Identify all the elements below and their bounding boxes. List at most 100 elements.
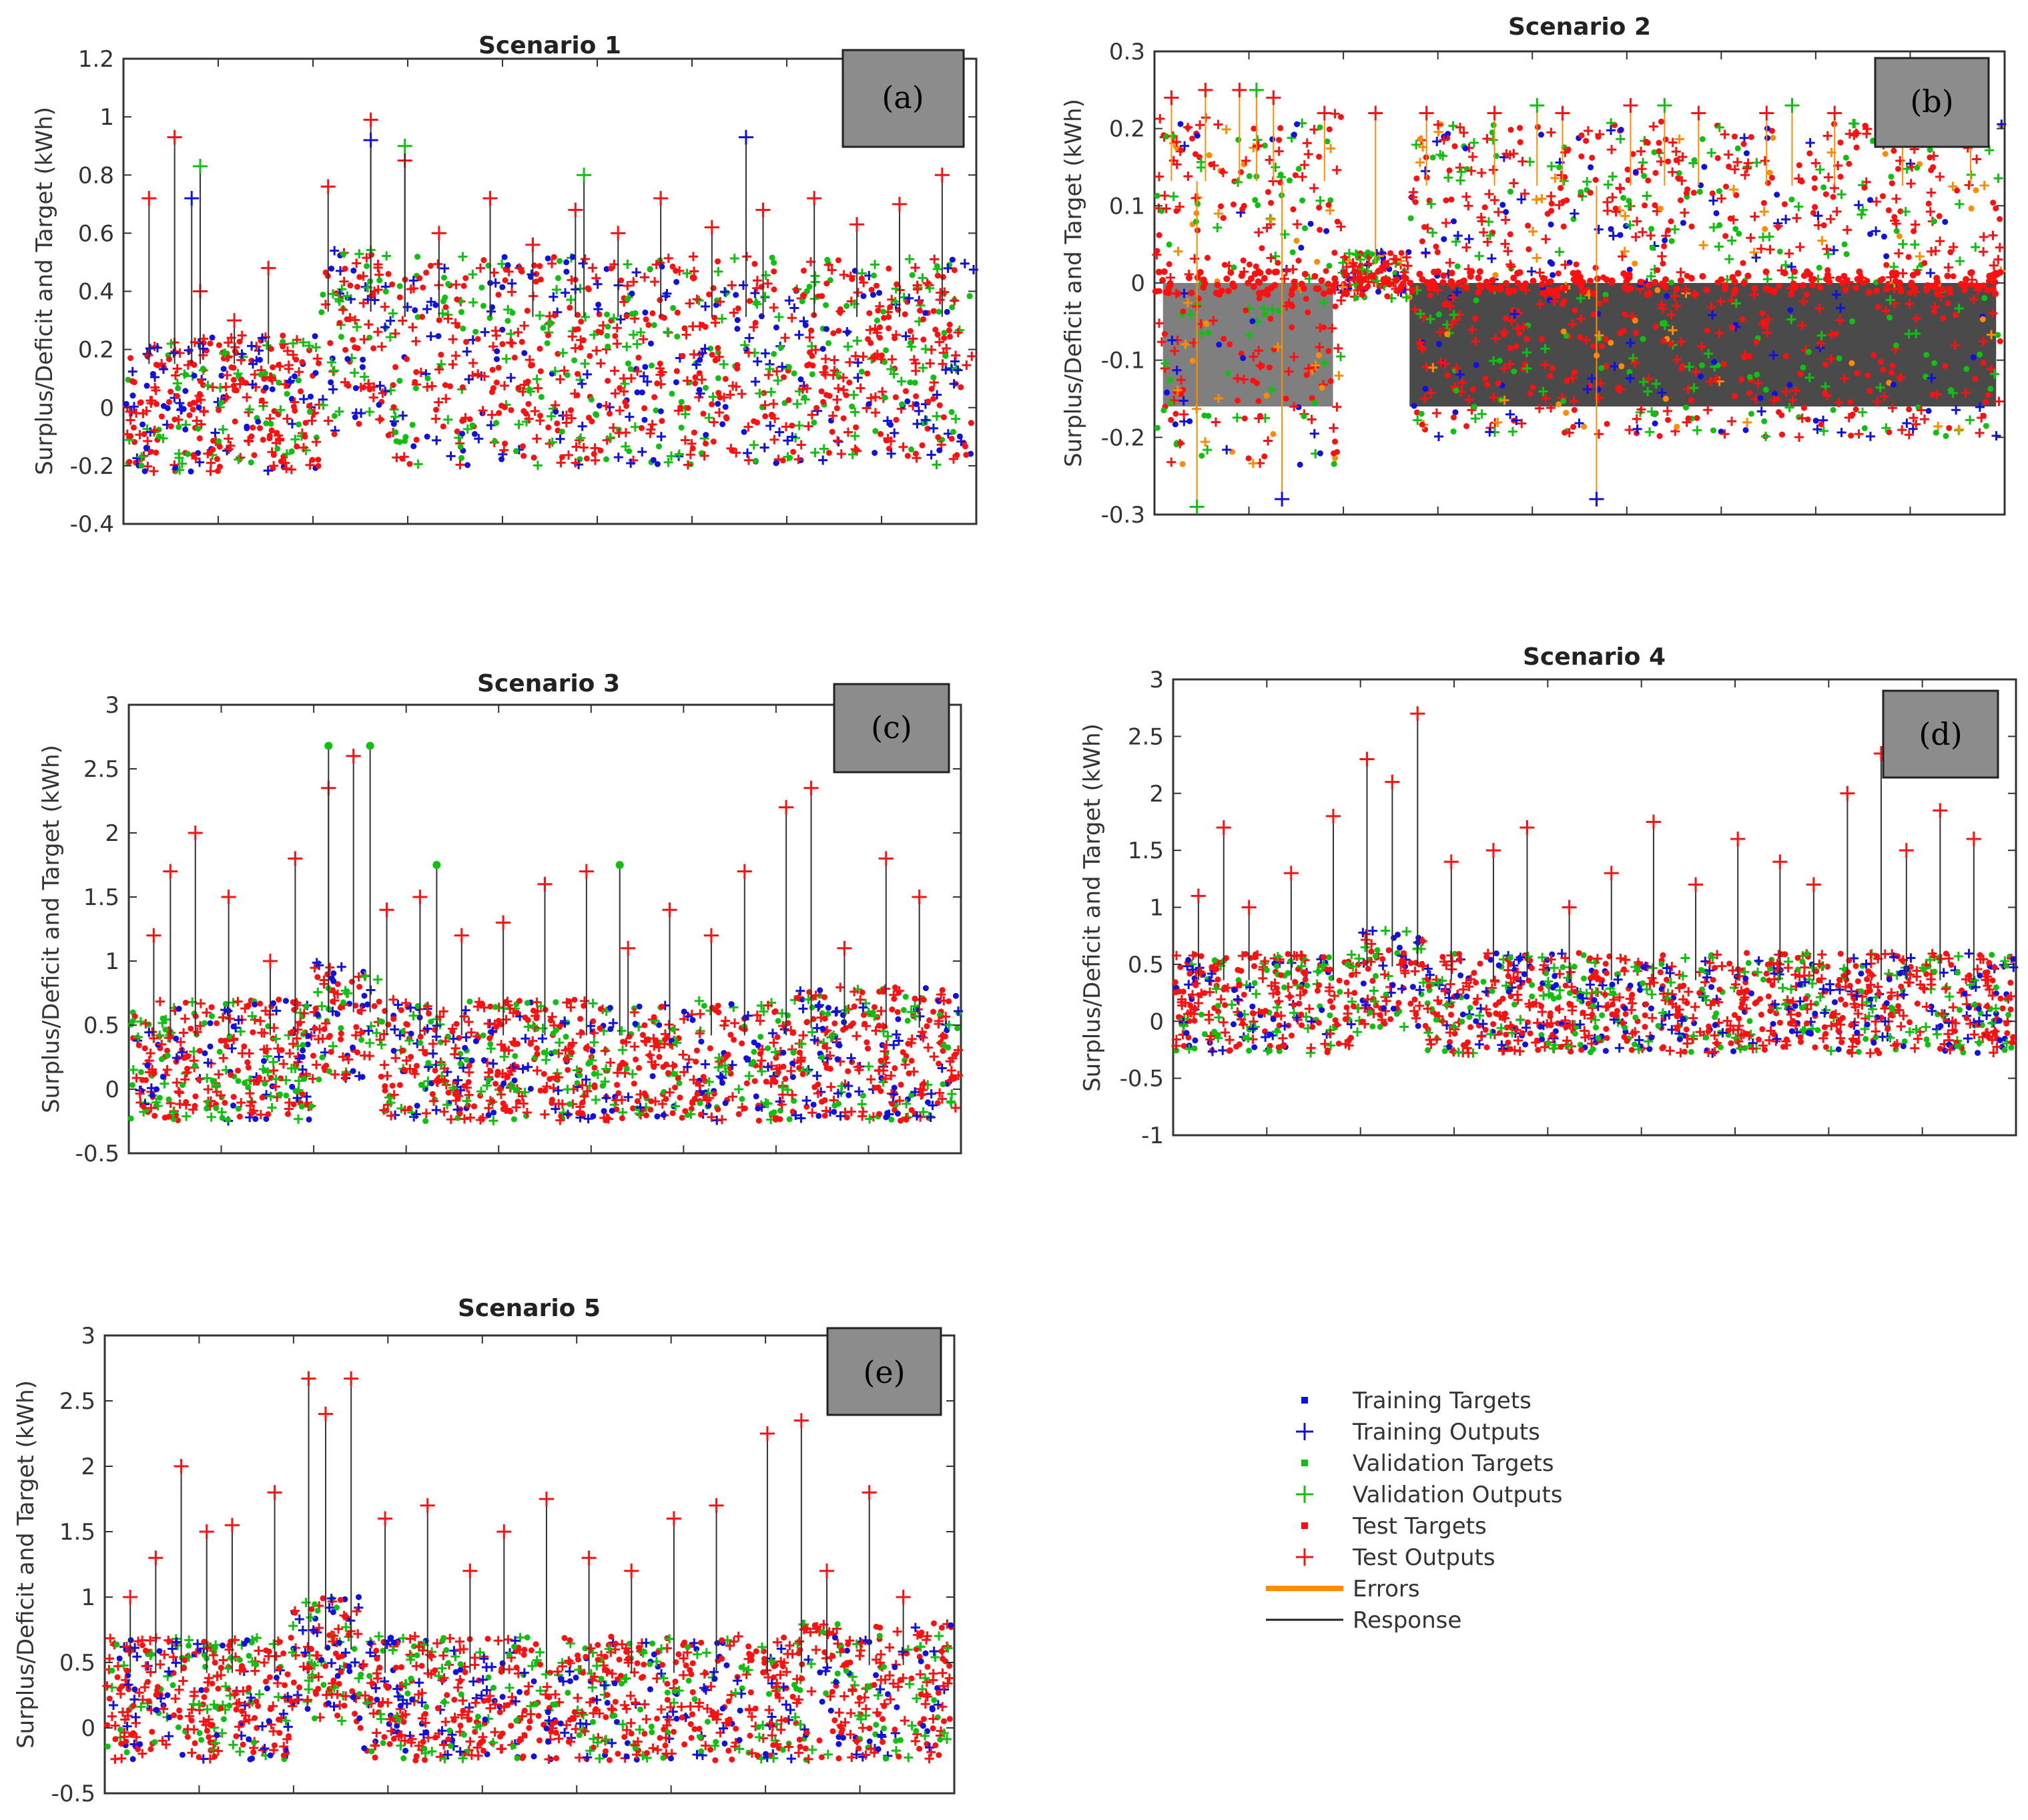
- x-axis-ticks: [1248, 51, 1911, 515]
- legend-label-errors: Errors: [1353, 1576, 1420, 1602]
- marker-test-outputs: [1216, 820, 1231, 835]
- y-tick-label: 2.5: [59, 1388, 95, 1415]
- marker-test-outputs: [1604, 866, 1619, 881]
- y-tick-label: 0.5: [83, 1012, 119, 1039]
- legend-label-test-targets: Test Targets: [1352, 1513, 1487, 1540]
- marker-test-outputs: [892, 196, 907, 212]
- y-tick-label: -0.1: [1101, 348, 1145, 374]
- marker-test-outputs: [878, 851, 894, 866]
- y-tick-label: -0.3: [1101, 502, 1145, 529]
- marker-test-outputs: [539, 1492, 554, 1506]
- marker-test-outputs: [1623, 97, 1638, 113]
- marker-test-outputs: [1840, 786, 1855, 801]
- marker-test-outputs: [1385, 774, 1400, 790]
- marker-test-outputs: [1691, 105, 1706, 121]
- marker-test-outputs: [1198, 82, 1213, 97]
- marker-test-outputs: [1646, 814, 1661, 830]
- marker-test-outputs: [301, 1371, 316, 1386]
- legend-marker-training-targets: [1301, 1397, 1308, 1404]
- noise-cloud-scenario-5: [102, 1594, 954, 1765]
- marker-test-outputs: [1555, 105, 1570, 121]
- chart-title: Scenario 4: [1523, 643, 1666, 671]
- legend-marker-validation-targets: [1301, 1460, 1308, 1466]
- marker-test-outputs: [261, 260, 276, 276]
- y-tick-label: 0: [81, 1715, 95, 1742]
- marker-test-outputs: [379, 902, 394, 918]
- y-tick-label: -0.4: [70, 511, 114, 538]
- plot-series-layer: [1152, 82, 2007, 515]
- marker-test-outputs: [1730, 832, 1746, 847]
- marker-test-outputs: [611, 226, 626, 241]
- marker-test-outputs: [1966, 832, 1981, 847]
- marker-validation-outputs: [1657, 97, 1672, 113]
- marker-test-outputs: [1164, 90, 1179, 105]
- y-tick-label: 1.5: [1128, 838, 1164, 864]
- y-tick-label: 0.8: [78, 162, 114, 189]
- marker-test-outputs: [1487, 105, 1502, 121]
- y-axis-ticks: -0.4 -0.2 0 0.2 0.4 0.6 0.8 1 1.2: [70, 46, 976, 538]
- chart-scenario-3: -0.5 0 0.5 1 1.5 2 2.5 3 Scenario 3 Surplus/Def…: [38, 670, 964, 1167]
- marker-test-outputs: [454, 928, 469, 943]
- chart-scenario-4: -1 -0.5 0 0.5 1 1.5 2 2.5 3 Scenario 4 Surplus/D…: [1079, 643, 2019, 1149]
- marker-training-outputs: [363, 132, 378, 147]
- marker-test-outputs: [837, 940, 852, 956]
- legend-label-training-outputs: Training Outputs: [1352, 1419, 1540, 1446]
- marker-test-outputs: [1688, 877, 1704, 892]
- panel-tag-box: [833, 683, 950, 774]
- chart-scenario-2: -0.3 -0.2 -0.1 0 0.1 0.2 0.3 Scenario 2 Surplu…: [1060, 13, 2007, 529]
- y-tick-label: 1.5: [83, 884, 119, 911]
- y-tick-label: 1.2: [78, 46, 114, 73]
- marker-validation-targets: [324, 741, 333, 750]
- marker-training-outputs: [738, 129, 753, 145]
- marker-test-outputs: [262, 954, 278, 968]
- marker-test-outputs: [779, 800, 794, 815]
- chart-title: Scenario 3: [477, 670, 620, 697]
- y-tick-label: -0.5: [51, 1781, 95, 1807]
- y-tick-label: 2.5: [83, 756, 119, 783]
- marker-test-outputs: [288, 851, 303, 866]
- marker-test-outputs: [1191, 888, 1206, 904]
- panel-tag-box: [826, 1327, 942, 1416]
- y-tick-label: 1: [1149, 895, 1164, 922]
- marker-test-outputs: [662, 902, 677, 918]
- y-tick-label: -0.5: [1120, 1066, 1164, 1093]
- marker-test-outputs: [1419, 105, 1434, 121]
- legend-label-validation-targets: Validation Targets: [1353, 1450, 1554, 1477]
- marker-test-outputs: [163, 864, 178, 879]
- y-tick-label: 0.4: [78, 279, 114, 306]
- marker-test-outputs: [1443, 854, 1459, 870]
- panel-tag-box: [1874, 57, 1990, 148]
- marker-test-outputs: [1283, 866, 1299, 881]
- y-tick-label: 1: [105, 948, 119, 975]
- panel-tag: (c): [871, 709, 912, 745]
- x-axis-ticks: [220, 705, 870, 1153]
- y-tick-label: 0: [1130, 270, 1145, 297]
- marker-test-outputs: [412, 890, 428, 904]
- marker-validation-outputs: [1249, 82, 1264, 97]
- marker-test-outputs: [344, 1371, 359, 1386]
- marker-test-outputs: [346, 748, 361, 764]
- marker-test-outputs: [1562, 900, 1577, 915]
- plot-series-layer: [1171, 706, 2019, 1058]
- marker-test-outputs: [188, 826, 203, 840]
- marker-validation-outputs: [397, 138, 412, 154]
- marker-test-outputs: [1485, 843, 1501, 858]
- chart-scenario-1: -0.4 -0.2 0 0.2 0.4 0.6 0.8 1 1.2 Scenario 1 Sur…: [31, 32, 978, 538]
- legend-label-training-targets: Training Targets: [1352, 1388, 1532, 1414]
- marker-training-outputs: [184, 191, 200, 206]
- marker-test-outputs: [850, 217, 865, 232]
- y-tick-label: 2: [105, 820, 119, 847]
- y-tick-label: -1: [1141, 1123, 1164, 1149]
- noise-cloud-scenario-1: [122, 245, 978, 476]
- chart-title: Scenario 1: [478, 32, 621, 59]
- y-axis-ticks: -0.5 0 0.5 1 1.5 2 2.5 3: [51, 1323, 954, 1807]
- y-axis-label: Surplus/Deficit and Target (kWh): [31, 107, 58, 475]
- y-axis-label: Surplus/Deficit and Target (kWh): [1079, 723, 1106, 1092]
- marker-test-outputs: [525, 237, 541, 252]
- noise-cloud-scenario-4: [1171, 926, 2019, 1058]
- legend-marker-test-targets: [1301, 1522, 1308, 1529]
- marker-test-outputs: [224, 1518, 240, 1533]
- panel-tag-box: [841, 49, 965, 148]
- legend-label-test-outputs: Test Outputs: [1352, 1544, 1495, 1571]
